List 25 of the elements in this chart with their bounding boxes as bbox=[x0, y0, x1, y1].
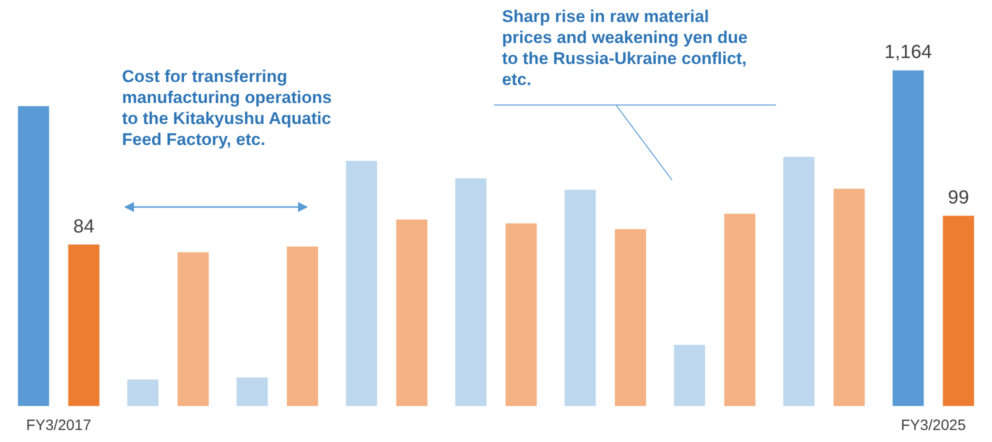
x-tick-label: FY3/2025 bbox=[900, 417, 966, 434]
data-label: 99 bbox=[948, 187, 970, 208]
bar bbox=[674, 344, 706, 406]
bar bbox=[346, 160, 378, 406]
bar bbox=[506, 223, 537, 406]
bar bbox=[892, 70, 924, 406]
bar bbox=[236, 377, 268, 406]
bar bbox=[455, 178, 486, 406]
bar bbox=[127, 379, 158, 406]
bar bbox=[614, 229, 646, 406]
bar bbox=[724, 214, 756, 406]
bar bbox=[396, 220, 428, 406]
data-label: 1,164 bbox=[884, 42, 932, 64]
bar bbox=[834, 188, 865, 406]
bar bbox=[564, 190, 596, 406]
bar bbox=[286, 246, 318, 406]
data-label: 84 bbox=[73, 216, 95, 238]
bar bbox=[178, 252, 209, 406]
x-tick-label: FY3/2017 bbox=[26, 417, 92, 434]
bar bbox=[68, 244, 100, 406]
bar bbox=[942, 216, 974, 406]
annotation: Cost for transferring manufacturing operations to the Kitakyushu Aquatic Feed Factory, etc. bbox=[122, 66, 333, 150]
bar bbox=[18, 106, 50, 406]
annotation: Sharp rise in raw material prices and weakening yen due to the Russia-Ukraine conflict, etc. bbox=[502, 6, 749, 90]
bar bbox=[783, 156, 814, 406]
